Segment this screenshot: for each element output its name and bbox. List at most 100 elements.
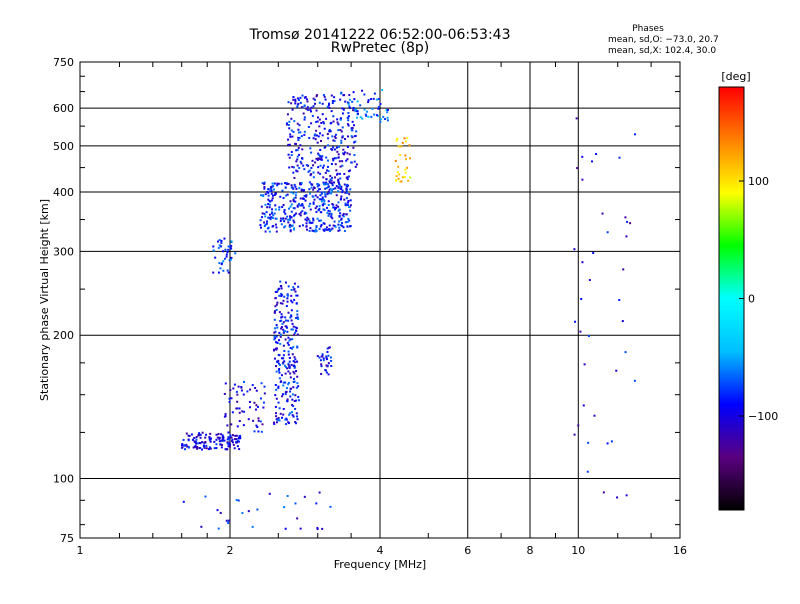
x-tick-label: 6 [464, 544, 471, 557]
data-point [376, 114, 379, 117]
data-point [332, 206, 335, 209]
data-point [332, 157, 335, 160]
data-point [295, 149, 298, 152]
data-point [264, 230, 267, 233]
data-point [273, 335, 276, 338]
data-point [346, 185, 349, 188]
data-point [217, 433, 220, 436]
data-point [263, 221, 266, 224]
data-point [324, 187, 327, 190]
data-point [292, 214, 295, 217]
data-point [273, 331, 276, 334]
data-point [247, 418, 250, 421]
data-point [344, 221, 347, 224]
data-point [296, 333, 299, 336]
data-point [280, 327, 283, 330]
data-point [316, 158, 319, 161]
data-point [283, 349, 286, 352]
data-point [316, 196, 319, 199]
data-point [321, 353, 324, 356]
data-point [280, 333, 283, 336]
data-point [223, 392, 226, 395]
data-point [342, 215, 345, 218]
data-point [384, 118, 387, 121]
data-point [337, 209, 340, 212]
data-point [266, 220, 269, 223]
data-point [353, 141, 356, 144]
data-point [581, 155, 584, 158]
data-point [227, 245, 230, 248]
data-point [289, 346, 292, 349]
data-point [581, 261, 584, 264]
data-point [273, 310, 276, 313]
y-tick-label: 300 [53, 245, 74, 258]
data-point [322, 359, 325, 362]
data-point [184, 444, 187, 447]
data-point [298, 153, 301, 156]
data-point [299, 211, 302, 214]
data-point [181, 444, 184, 447]
data-point [291, 393, 294, 396]
data-point [293, 366, 296, 369]
data-point [187, 445, 190, 448]
data-point [326, 228, 329, 231]
data-point [271, 211, 274, 214]
data-point [295, 169, 298, 172]
data-point [292, 365, 295, 368]
data-point [574, 320, 577, 323]
data-point [221, 262, 224, 265]
data-point [322, 121, 325, 124]
data-point [208, 439, 211, 442]
data-point [279, 195, 282, 198]
data-point [274, 223, 277, 226]
data-point [334, 163, 337, 166]
data-point [241, 410, 244, 413]
data-point [322, 181, 325, 184]
data-point [297, 385, 300, 388]
data-point [350, 135, 353, 138]
data-point [332, 115, 335, 118]
data-point [298, 124, 301, 127]
data-point [287, 350, 290, 353]
data-point [293, 176, 296, 179]
data-point [314, 161, 317, 164]
data-point [303, 104, 306, 107]
data-point [234, 434, 237, 437]
data-point [319, 164, 322, 167]
data-point [294, 98, 297, 101]
data-point [308, 205, 311, 208]
data-point [306, 100, 309, 103]
data-point [281, 206, 284, 209]
data-point [347, 116, 350, 119]
data-point [326, 347, 329, 350]
data-point [576, 167, 579, 170]
data-point [323, 202, 326, 205]
data-point [210, 437, 213, 440]
data-point [295, 160, 298, 163]
data-point [273, 318, 276, 321]
data-point [304, 218, 307, 221]
data-point [377, 114, 380, 117]
data-point [223, 237, 226, 240]
data-point [349, 204, 352, 207]
data-point [355, 108, 358, 111]
data-point [344, 203, 347, 206]
data-point [296, 517, 299, 520]
data-point [273, 212, 276, 215]
data-point [342, 212, 345, 215]
data-point [325, 183, 328, 186]
data-point [314, 194, 317, 197]
data-point [275, 370, 278, 373]
data-point [324, 98, 327, 101]
data-point [260, 226, 263, 229]
data-point [291, 353, 294, 356]
data-point [296, 345, 299, 348]
data-point [386, 116, 389, 119]
colorbar-tick-label: −100 [748, 410, 778, 423]
data-point [329, 505, 332, 508]
data-point [300, 181, 303, 184]
data-point [293, 120, 296, 123]
data-point [291, 403, 294, 406]
data-point [184, 448, 187, 451]
data-point [317, 183, 320, 186]
